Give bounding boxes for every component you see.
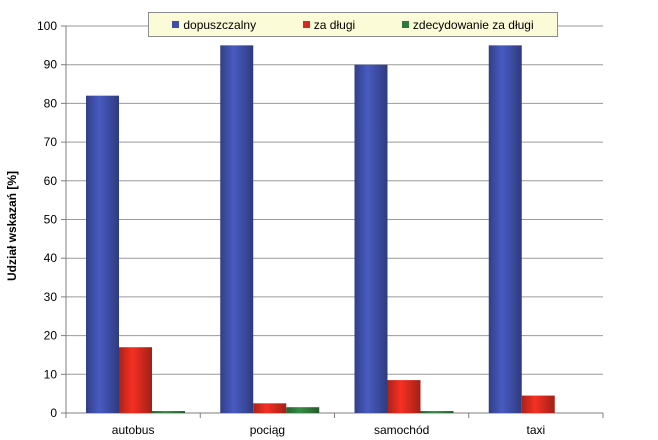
bar-zdecydowanie-za-długi-autobus (152, 411, 185, 413)
x-tick-label: autobus (112, 423, 155, 437)
bar-za-długi-autobus (119, 347, 152, 413)
bar-za-długi-samochód (387, 380, 421, 413)
bar-zdecydowanie-za-długi-pociąg (286, 407, 320, 413)
y-tick-label: 30 (44, 290, 58, 304)
chart-legend: dopuszczalny za długi zdecydowanie za dł… (148, 12, 558, 37)
y-tick-label: 90 (44, 58, 58, 72)
y-tick-label: 60 (44, 174, 58, 188)
legend-swatch-dopuszczalny (172, 21, 180, 28)
legend-swatch-za-dlugi (302, 21, 310, 28)
bar-dopuszczalny-taxi (488, 45, 522, 413)
y-axis-label: Udział wskazań [%] (5, 170, 19, 282)
x-tick-label: samochód (374, 423, 429, 437)
legend-item-dopuszczalny: dopuszczalny (172, 18, 256, 32)
bar-dopuszczalny-pociąg (220, 45, 254, 413)
y-tick-label: 50 (44, 213, 58, 227)
y-tick-label: 0 (50, 406, 57, 420)
y-tick-label: 40 (44, 251, 58, 265)
bar-zdecydowanie-za-długi-samochód (420, 411, 454, 413)
bar-za-długi-taxi (521, 395, 555, 413)
bar-za-długi-pociąg (253, 403, 287, 413)
x-tick-label: pociąg (250, 423, 285, 437)
legend-item-za-dlugi: za długi (302, 17, 356, 32)
legend-item-zdecydowanie-za-dlugi: zdecydowanie za długi (401, 17, 534, 32)
y-tick-label: 70 (44, 135, 58, 149)
y-tick-label: 10 (44, 367, 58, 381)
y-tick-label: 80 (44, 96, 58, 110)
y-tick-label: 100 (37, 19, 57, 33)
legend-swatch-zdecydowanie-za-dlugi (401, 21, 409, 28)
bar-dopuszczalny-autobus (86, 95, 119, 413)
legend-label-za-dlugi: za długi (313, 17, 356, 32)
bar-dopuszczalny-samochód (354, 64, 388, 413)
legend-label-dopuszczalny: dopuszczalny (183, 17, 257, 32)
legend-label-zdecydowanie-za-dlugi: zdecydowanie za długi (412, 17, 534, 32)
x-tick-label: taxi (527, 423, 546, 437)
y-tick-label: 20 (44, 329, 58, 343)
